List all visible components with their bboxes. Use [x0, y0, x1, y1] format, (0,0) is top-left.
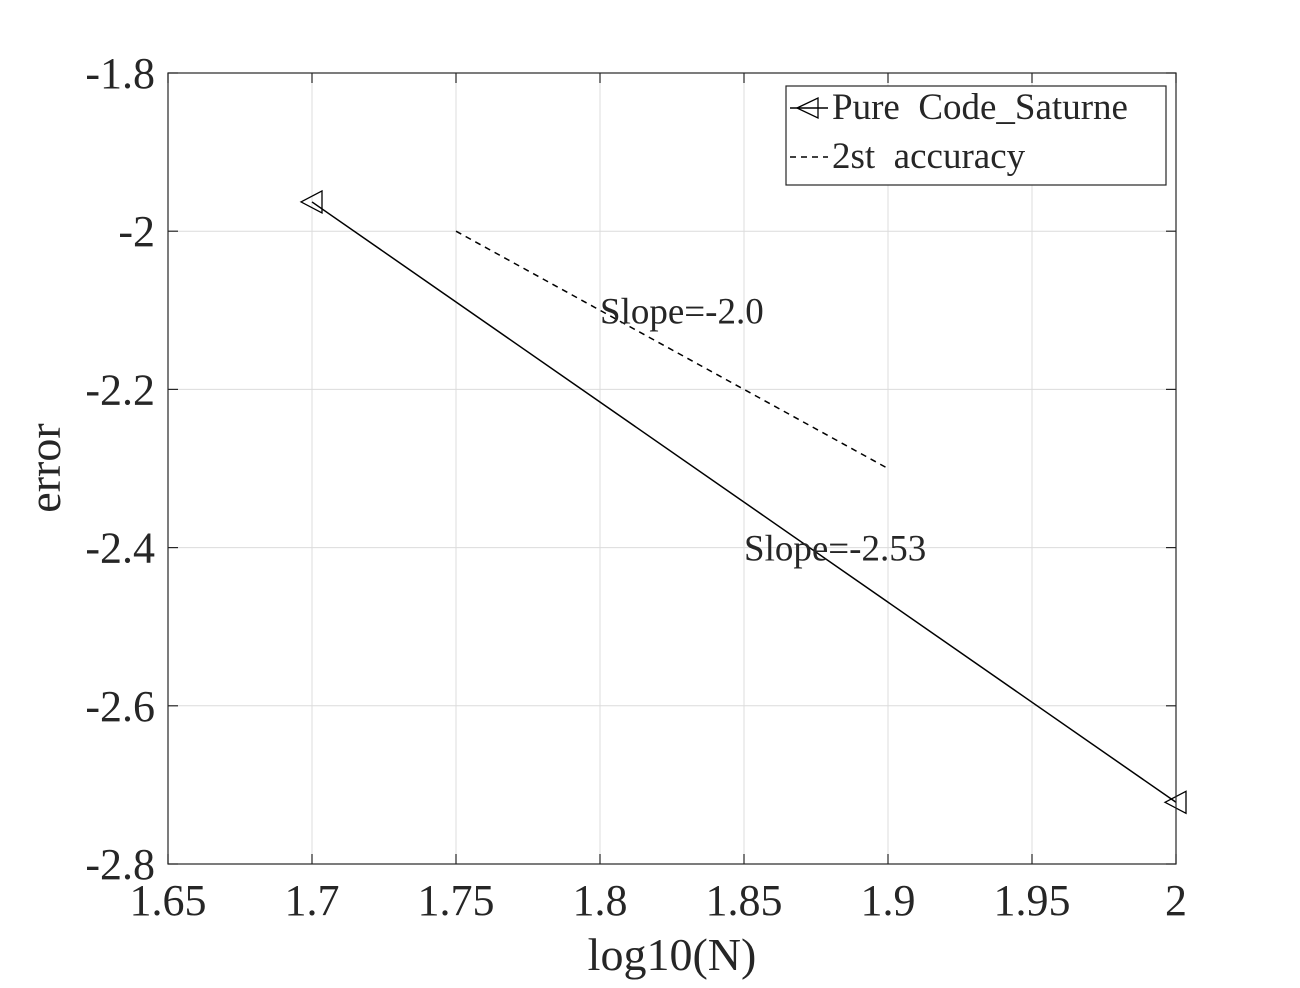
- y-tick-label: -2.6: [85, 682, 155, 731]
- series-line-1: [455, 230, 889, 470]
- series-line-0: [311, 201, 1177, 803]
- x-tick-label: 1.85: [706, 876, 783, 925]
- y-tick-label: -2.4: [85, 524, 155, 573]
- triangle-left-marker-icon: [299, 189, 323, 215]
- legend-box: [785, 85, 1167, 186]
- x-tick-label: 1.95: [994, 876, 1071, 925]
- x-tick-label: 2: [1165, 876, 1187, 925]
- y-tick-label: -1.8: [85, 49, 155, 98]
- ticks: 1.65 1.7 1.75 1.8 1.85 1.9 1.95 2 -1.8 -2 -2.2 -2.4…: [85, 49, 1187, 925]
- legend-label-1: 2st accuracy: [832, 136, 1026, 177]
- x-tick-label: 1.75: [418, 876, 495, 925]
- plot-frame: [167, 72, 1177, 865]
- y-tick-label: -2.2: [85, 365, 155, 414]
- slope-annotation: Slope=-2.53: [744, 529, 926, 570]
- x-tick-label: 1.7: [285, 876, 340, 925]
- x-tick-label: 1.8: [573, 876, 628, 925]
- y-axis-label: error: [19, 423, 70, 512]
- annotations: Slope=-2.0 Slope=-2.53: [600, 291, 926, 569]
- y-tick-label: -2.8: [85, 840, 155, 889]
- legend-label-0: Pure Code_Saturne: [832, 87, 1128, 128]
- grid: [167, 72, 1177, 865]
- legend: Pure Code_Saturne 2st accuracy: [785, 85, 1167, 186]
- x-tick-label: 1.65: [130, 876, 207, 925]
- legend-triangle-left-marker-icon: [795, 96, 819, 120]
- y-tick-label: -2: [118, 207, 155, 256]
- x-tick-label: 1.9: [861, 876, 916, 925]
- x-axis-label: log10(N): [588, 929, 757, 980]
- slope-annotation: Slope=-2.0: [600, 291, 764, 332]
